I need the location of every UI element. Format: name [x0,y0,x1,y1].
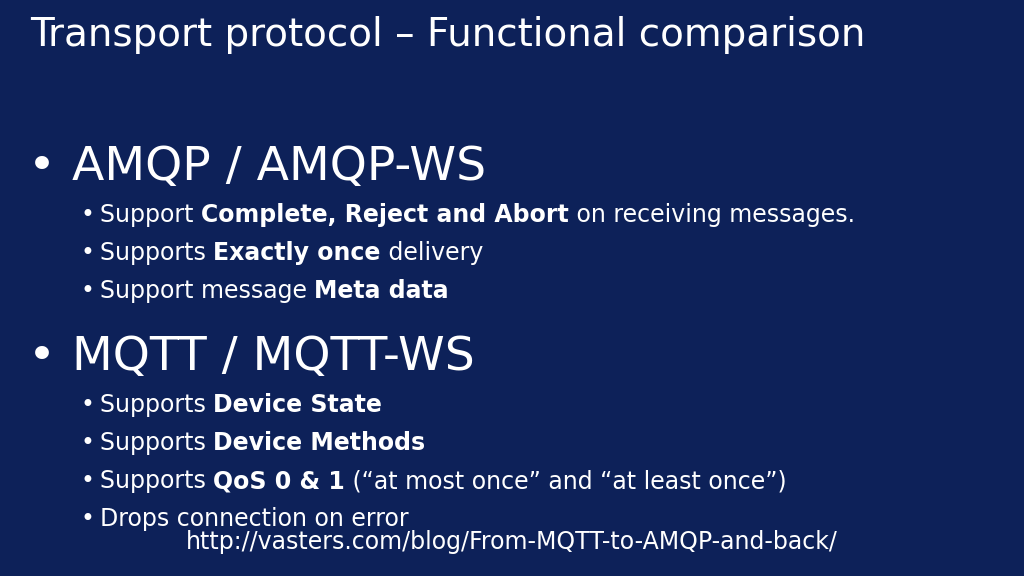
Text: •: • [80,469,94,493]
Text: QoS 0 & 1: QoS 0 & 1 [213,469,345,493]
Text: •: • [80,241,94,265]
Text: •: • [80,279,94,303]
Text: Supports: Supports [100,241,213,265]
Text: Supports: Supports [100,393,213,417]
Text: Exactly once: Exactly once [213,241,381,265]
Text: •: • [28,145,56,190]
Text: Device Methods: Device Methods [213,431,426,455]
Text: (“at most once” and “at least once”): (“at most once” and “at least once”) [345,469,786,493]
Text: Drops connection on error: Drops connection on error [100,507,409,531]
Text: AMQP / AMQP-WS: AMQP / AMQP-WS [72,145,486,190]
Text: Complete, Reject and Abort: Complete, Reject and Abort [201,203,568,227]
Text: •: • [80,507,94,531]
Text: •: • [80,431,94,455]
Text: on receiving messages.: on receiving messages. [568,203,855,227]
Text: MQTT / MQTT-WS: MQTT / MQTT-WS [72,335,475,380]
Text: Supports: Supports [100,431,213,455]
Text: delivery: delivery [381,241,483,265]
Text: Supports: Supports [100,469,213,493]
Text: http://vasters.com/blog/From-MQTT-to-AMQP-and-back/: http://vasters.com/blog/From-MQTT-to-AMQ… [186,530,838,554]
Text: Support message: Support message [100,279,314,303]
Text: Device State: Device State [213,393,382,417]
Text: •: • [80,203,94,227]
Text: Transport protocol – Functional comparison: Transport protocol – Functional comparis… [30,16,865,54]
Text: Meta data: Meta data [314,279,450,303]
Text: •: • [80,393,94,417]
Text: Support: Support [100,203,201,227]
Text: •: • [28,335,56,380]
